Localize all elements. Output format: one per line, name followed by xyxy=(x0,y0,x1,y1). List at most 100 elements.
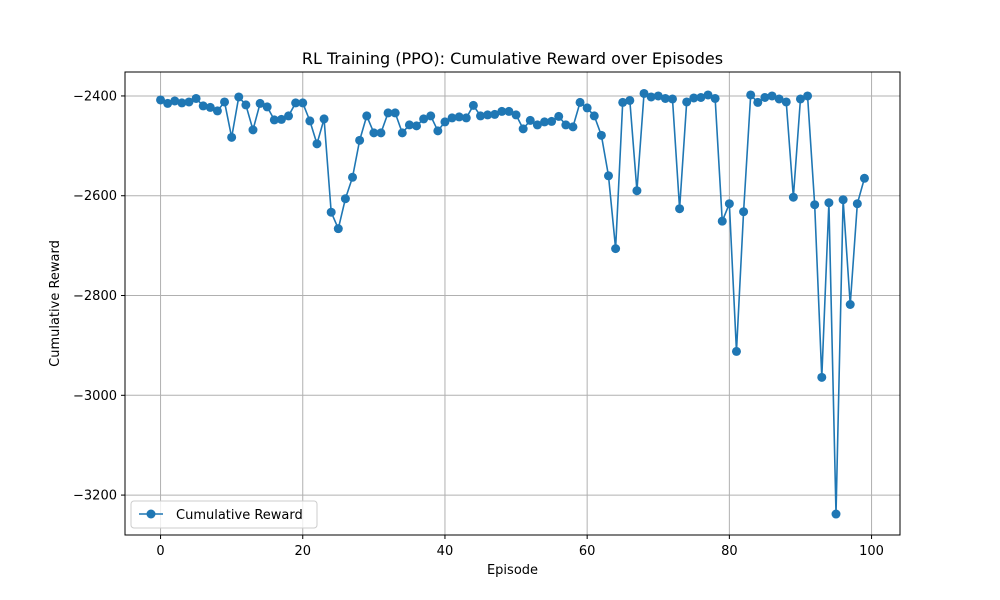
y-tick-label: −2400 xyxy=(73,89,117,104)
data-point xyxy=(340,194,350,204)
data-point xyxy=(227,132,237,142)
data-point xyxy=(291,98,301,108)
data-point xyxy=(433,126,443,136)
data-point xyxy=(852,199,862,209)
data-point xyxy=(561,120,571,130)
data-point xyxy=(838,195,848,205)
data-point xyxy=(220,97,230,107)
data-point xyxy=(788,192,798,202)
data-point xyxy=(746,90,756,100)
data-point xyxy=(724,199,734,209)
legend-marker-swatch xyxy=(146,509,156,519)
data-point xyxy=(305,116,315,126)
plot-series xyxy=(156,88,869,519)
data-point xyxy=(412,121,422,131)
x-axis-ticks: 0 20 40 60 80 100 xyxy=(156,535,884,559)
data-point xyxy=(646,92,656,102)
data-point xyxy=(348,172,358,182)
x-tick-label: 20 xyxy=(294,544,311,559)
data-point xyxy=(618,97,628,107)
data-point xyxy=(518,124,528,134)
data-point xyxy=(163,98,173,108)
data-point xyxy=(440,117,450,127)
data-point xyxy=(731,346,741,356)
data-point xyxy=(859,173,869,183)
y-tick-label: −2800 xyxy=(73,289,117,304)
data-point xyxy=(781,97,791,107)
data-point xyxy=(753,97,763,107)
data-point xyxy=(739,207,749,217)
legend-box xyxy=(130,500,318,529)
data-point xyxy=(170,96,180,106)
data-point xyxy=(824,198,834,208)
data-point xyxy=(426,111,436,121)
x-axis-label: Episode xyxy=(487,563,538,578)
data-point xyxy=(547,116,557,126)
data-point xyxy=(312,139,322,149)
plot-area-frame xyxy=(124,71,901,536)
data-point xyxy=(639,88,649,98)
data-point xyxy=(369,128,379,138)
data-point xyxy=(355,135,365,145)
data-point xyxy=(404,120,414,130)
data-point xyxy=(625,95,635,105)
data-point xyxy=(817,372,827,382)
data-point xyxy=(383,108,393,118)
data-point xyxy=(703,90,713,100)
data-point xyxy=(795,94,805,104)
y-axis-ticks: −3200 −3000 −2800 −2600 −2400 xyxy=(73,89,125,504)
data-point xyxy=(611,244,621,254)
data-point xyxy=(511,110,521,120)
chart-title: RL Training (PPO): Cumulative Reward ove… xyxy=(302,49,723,68)
data-point xyxy=(696,92,706,102)
legend: Cumulative Reward xyxy=(130,500,318,529)
data-point xyxy=(262,102,272,112)
data-point xyxy=(284,111,294,121)
data-point xyxy=(248,125,258,135)
data-point xyxy=(390,108,400,118)
data-point xyxy=(376,128,386,138)
y-axis-label: Cumulative Reward xyxy=(48,240,63,367)
data-point xyxy=(774,94,784,104)
x-tick-label: 80 xyxy=(721,544,738,559)
data-point xyxy=(212,106,222,116)
data-point xyxy=(234,92,244,102)
data-point xyxy=(362,111,372,121)
data-point xyxy=(831,509,841,519)
data-point xyxy=(845,300,855,309)
x-gridlines xyxy=(160,72,873,535)
data-point xyxy=(767,91,777,101)
data-point xyxy=(532,120,542,130)
data-point xyxy=(319,114,329,124)
data-point xyxy=(255,98,265,108)
data-point xyxy=(205,102,215,112)
data-point xyxy=(490,109,500,119)
data-point xyxy=(582,103,592,113)
data-point xyxy=(717,216,727,226)
data-point xyxy=(276,114,286,124)
x-tick-label: 100 xyxy=(859,544,884,559)
data-point xyxy=(269,115,279,125)
data-point xyxy=(525,115,535,125)
data-point xyxy=(689,93,699,103)
data-point xyxy=(461,113,471,123)
data-point xyxy=(810,200,820,210)
data-point xyxy=(682,97,692,107)
data-point xyxy=(333,224,343,234)
data-point xyxy=(603,171,613,181)
y-tick-label: −3200 xyxy=(73,489,117,504)
data-point xyxy=(660,93,670,103)
data-point xyxy=(191,93,201,103)
data-point xyxy=(632,186,642,196)
x-tick-label: 0 xyxy=(156,544,164,559)
data-point xyxy=(803,91,813,101)
data-point xyxy=(760,92,770,102)
data-point xyxy=(298,98,308,108)
data-point xyxy=(156,95,166,105)
data-point xyxy=(454,112,464,122)
data-point xyxy=(540,117,549,127)
data-point xyxy=(667,94,677,104)
data-point xyxy=(675,204,685,214)
